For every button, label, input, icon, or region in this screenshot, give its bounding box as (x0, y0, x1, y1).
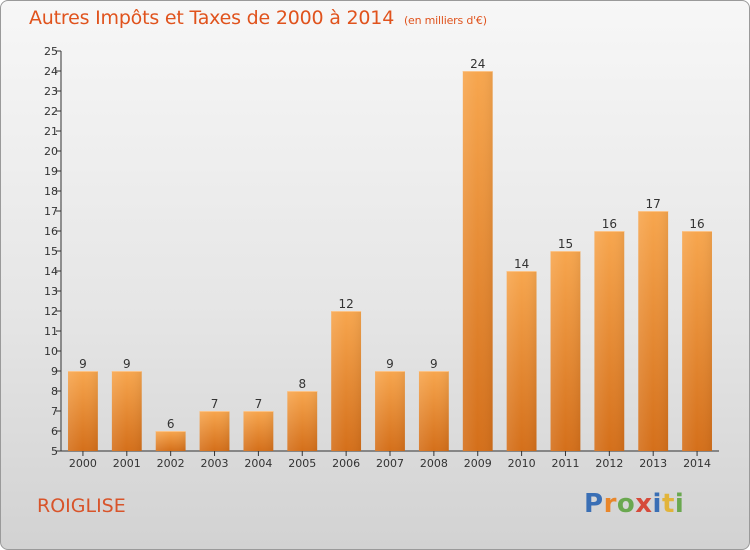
data-label: 15 (558, 237, 573, 251)
logo-letter: P (584, 489, 604, 519)
bar-shade (199, 411, 230, 451)
y-tick-label: 12 (44, 305, 58, 318)
y-axis: 5 6 7 8 9 10 11 12 13 14 15 16 17 18 19 20 21 22 23 24 25 (44, 45, 62, 458)
bar-shade (375, 371, 405, 451)
y-tick-label: 14 (44, 265, 58, 278)
bar-shade (331, 311, 362, 451)
x-tick-label: 2001 (113, 457, 141, 470)
y-tick-label: 24 (44, 65, 58, 78)
bar-shade (287, 391, 318, 451)
chart-title: Autres Impôts et Taxes de 2000 à 2014 (e… (29, 7, 487, 29)
data-label: 24 (470, 57, 485, 71)
data-label: 9 (386, 357, 394, 371)
x-tick-label: 2002 (157, 457, 185, 470)
logo-letter: o (616, 489, 636, 519)
chart-title-text: Autres Impôts et Taxes de 2000 à 2014 (29, 7, 395, 29)
x-tick-label: 2013 (639, 457, 667, 470)
logo-letter: r (603, 489, 617, 519)
data-label: 16 (689, 217, 704, 231)
x-tick-label: 2009 (464, 457, 492, 470)
bar-shade (462, 71, 493, 451)
bar-shade (155, 431, 186, 451)
y-tick-label: 18 (44, 185, 58, 198)
x-tick-label: 2014 (683, 457, 711, 470)
y-tick-label: 11 (44, 325, 58, 338)
chart-subtitle: (en milliers d'€) (403, 14, 487, 27)
x-axis: 2000 2001 2002 2003 2004 2005 2006 2007 2008 2009… (61, 450, 719, 470)
bar-shade (68, 371, 98, 451)
y-tick-label: 7 (51, 405, 58, 418)
y-tick-label: 25 (44, 45, 58, 58)
x-tick-label: 2006 (332, 457, 360, 470)
x-tick-label: 2004 (244, 457, 272, 470)
data-label: 7 (211, 397, 219, 411)
x-tick-label: 2005 (288, 457, 316, 470)
y-tick-label: 13 (44, 285, 58, 298)
x-tick-label: 2012 (595, 457, 623, 470)
logo-letter: i (674, 489, 685, 519)
bar-shade (682, 231, 712, 451)
logo-letter: t (661, 489, 675, 519)
data-label: 7 (255, 397, 263, 411)
bar-shade (243, 411, 274, 451)
data-labels: 9 9 6 7 7 8 12 9 9 24 14 15 16 17 16 (79, 57, 705, 431)
y-tick-label: 22 (44, 105, 58, 118)
logo-letter: x (635, 489, 653, 519)
y-tick-label: 5 (51, 445, 58, 458)
data-label: 8 (298, 377, 306, 391)
y-tick-label: 15 (44, 245, 58, 258)
y-tick-label: 8 (51, 385, 58, 398)
bar-shade (550, 251, 581, 451)
data-label: 9 (123, 357, 131, 371)
proxiti-logo[interactable]: Proxiti (584, 489, 684, 519)
x-tick-label: 2011 (551, 457, 579, 470)
bar-shade (506, 271, 537, 451)
data-label: 9 (430, 357, 438, 371)
x-tick-label: 2003 (201, 457, 229, 470)
x-tick-label: 2010 (508, 457, 536, 470)
data-label: 16 (602, 217, 617, 231)
commune-name: ROIGLISE (37, 495, 126, 517)
data-label: 14 (514, 257, 529, 271)
data-label: 17 (646, 197, 661, 211)
data-label: 9 (79, 357, 87, 371)
y-tick-label: 10 (44, 345, 58, 358)
bars (68, 71, 712, 451)
y-tick-label: 19 (44, 165, 58, 178)
logo-letter: i (652, 489, 662, 519)
y-tick-label: 17 (44, 205, 58, 218)
x-tick-label: 2007 (376, 457, 404, 470)
y-tick-label: 20 (44, 145, 58, 158)
y-tick-label: 9 (51, 365, 58, 378)
y-tick-label: 16 (44, 225, 58, 238)
bar-shade (111, 371, 142, 451)
bar-shade (638, 211, 669, 451)
y-tick-label: 6 (51, 425, 58, 438)
bar-shade (594, 231, 625, 451)
y-tick-label: 21 (44, 125, 58, 138)
data-label: 12 (338, 297, 353, 311)
x-tick-label: 2000 (69, 457, 97, 470)
bar-shade (418, 371, 449, 451)
y-tick-label: 23 (44, 85, 58, 98)
x-tick-label: 2008 (420, 457, 448, 470)
data-label: 6 (167, 417, 175, 431)
